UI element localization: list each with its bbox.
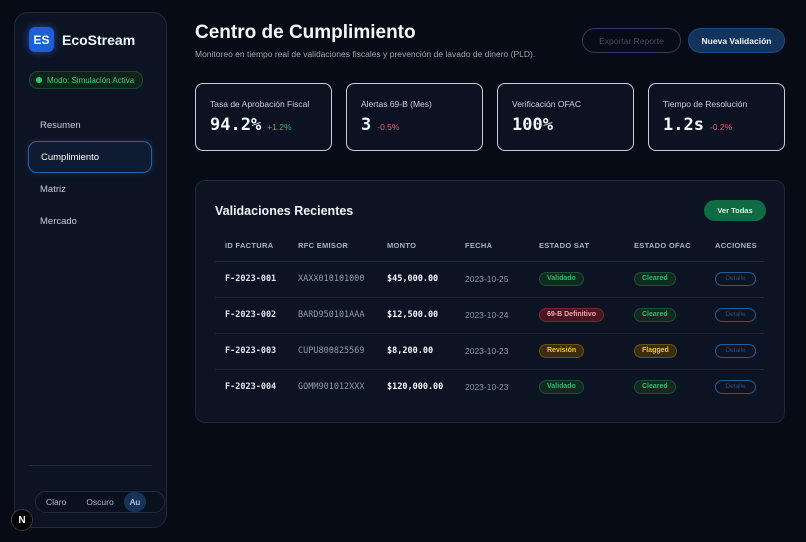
invoice-id: F-2023-001	[215, 261, 288, 298]
date: 2023-10-23	[465, 382, 509, 393]
sidebar-item-label: Mercado	[40, 215, 77, 227]
table-row[interactable]: F-2023-001 XAXX010101000 $45,000.00 2023-10…	[215, 261, 764, 298]
ofac-status-badge: Cleared	[634, 380, 676, 395]
kpi-value: 94.2%	[210, 115, 262, 135]
column-header: FECHA	[455, 231, 529, 262]
app-logo[interactable]: ES EcoStream	[29, 27, 135, 52]
theme-option-oscuro[interactable]: Oscuro	[86, 497, 114, 507]
sidebar: ES EcoStream Modo: Simulación Activa Res…	[14, 12, 167, 528]
sidebar-item-label: Resumen	[40, 119, 81, 131]
dev-tools-badge[interactable]: N	[11, 509, 33, 531]
kpi-value: 100%	[512, 115, 553, 135]
ofac-status-badge: Cleared	[634, 272, 676, 286]
sidebar-item-mercado[interactable]: Mercado	[28, 205, 152, 237]
amount: $45,000.00	[377, 261, 455, 298]
invoice-id: F-2023-004	[225, 382, 277, 393]
sat-status-badge: Validado	[539, 380, 584, 395]
table-row[interactable]: F-2023-002 BARD950101AAA $12,500.00 2023-10…	[215, 297, 764, 334]
status-dot-icon	[36, 77, 42, 83]
kpi-card-resolution-time: Tiempo de Resolución 1.2s -0.2%	[648, 83, 785, 151]
export-report-button[interactable]: Exportar Reporte	[582, 28, 681, 53]
amount: $8,200.00	[377, 333, 455, 370]
kpi-value: 1.2s	[663, 115, 704, 135]
detail-button[interactable]: Detalle	[715, 272, 756, 286]
detail-button[interactable]: Detalle	[715, 308, 756, 322]
column-header: ESTADO OFAC	[624, 231, 705, 262]
rfc-emisor: XAXX010101000	[288, 261, 377, 298]
table-row[interactable]: F-2023-003 CUPU800825569 $8,200.00 2023-10-…	[215, 333, 764, 370]
kpi-card-69b-alerts: Alertas 69-B (Mes) 3 -0.5%	[346, 83, 483, 151]
column-header: MONTO	[377, 231, 455, 262]
sat-status-badge: Validado	[539, 272, 584, 286]
rfc-emisor: BARD950101AAA	[288, 297, 377, 334]
kpi-card-approval-rate: Tasa de Aprobación Fiscal 94.2% +1.2%	[195, 83, 332, 151]
column-header: ID FACTURA	[215, 231, 288, 262]
rfc-emisor: GOMM901012XXX	[298, 382, 365, 393]
detail-button[interactable]: Detalle	[715, 380, 756, 395]
theme-option-claro[interactable]: Claro	[46, 497, 67, 507]
recent-validations-panel: Validaciones Recientes Ver Todas ID FACT…	[195, 180, 785, 423]
kpi-delta: -0.2%	[709, 122, 733, 132]
ofac-status-cell: Cleared	[624, 261, 705, 298]
actions-cell: Detalle	[705, 261, 764, 298]
sat-status-cell: Validado	[529, 261, 624, 298]
actions-cell: Detalle	[705, 297, 764, 334]
sat-status-cell: 69-B Definitivo	[529, 297, 624, 334]
amount: $12,500.00	[377, 297, 455, 334]
mode-label: Modo: Simulación Activa	[47, 75, 135, 85]
ofac-status-badge: Cleared	[634, 308, 676, 322]
kpi-label: Verificación OFAC	[512, 99, 581, 109]
sidebar-item-label: Matriz	[40, 183, 66, 195]
date: 2023-10-23	[455, 333, 529, 370]
kpi-delta: +1.2%	[267, 122, 292, 132]
date: 2023-10-25	[455, 261, 529, 298]
app-name: EcoStream	[62, 31, 136, 48]
ofac-status-cell: Cleared	[624, 297, 705, 334]
sidebar-divider	[29, 465, 152, 466]
date: 2023-10-24	[455, 297, 529, 334]
sidebar-item-matriz[interactable]: Matriz	[28, 173, 152, 205]
column-header: ESTADO SAT	[529, 231, 624, 262]
logo-badge: ES	[29, 27, 54, 52]
sidebar-item-resumen[interactable]: Resumen	[28, 109, 152, 141]
table-row[interactable]: F-2023-004 GOMM901012XXX $120,000.00 2023-1…	[215, 369, 764, 405]
invoice-id: F-2023-002	[215, 297, 288, 334]
sidebar-item-label: Cumplimiento	[41, 151, 100, 163]
actions-cell: Detalle	[705, 369, 764, 405]
kpi-delta: -0.5%	[377, 122, 400, 132]
column-header: ACCIONES	[705, 231, 764, 262]
column-header: RFC EMISOR	[288, 231, 377, 262]
sidebar-item-cumplimiento[interactable]: Cumplimiento	[28, 141, 152, 173]
sat-status-badge: 69-B Definitivo	[539, 308, 605, 322]
validations-table: ID FACTURA RFC EMISOR MONTO FECHA ESTADO…	[215, 231, 764, 405]
invoice-id: F-2023-003	[215, 333, 288, 370]
sat-status-badge: Revisión	[539, 344, 585, 358]
page-title: Centro de Cumplimiento	[195, 22, 416, 43]
theme-switcher: Claro Oscuro Au	[35, 491, 165, 513]
kpi-label: Tasa de Aprobación Fiscal	[210, 99, 310, 109]
sidebar-nav: Resumen Cumplimiento Matriz Mercado	[28, 109, 152, 237]
detail-button[interactable]: Detalle	[715, 344, 756, 358]
rfc-emisor: CUPU800825569	[288, 333, 377, 370]
theme-option-auto[interactable]: Au	[123, 492, 147, 512]
sat-status-cell: Validado	[529, 369, 624, 405]
amount: $120,000.00	[387, 382, 444, 393]
ofac-status-cell: Cleared	[624, 369, 705, 405]
simulation-mode-badge: Modo: Simulación Activa	[29, 71, 144, 89]
kpi-label: Tiempo de Resolución	[663, 99, 748, 109]
page-subtitle: Monitoreo en tiempo real de validaciones…	[195, 49, 536, 59]
view-all-button[interactable]: Ver Todas	[704, 200, 766, 221]
ofac-status-cell: Flagged	[624, 333, 705, 370]
table-header-row: ID FACTURA RFC EMISOR MONTO FECHA ESTADO…	[215, 231, 764, 262]
actions-cell: Detalle	[705, 333, 764, 370]
new-validation-button[interactable]: Nueva Validación	[688, 28, 785, 53]
panel-title: Validaciones Recientes	[215, 204, 354, 218]
ofac-status-badge: Flagged	[634, 344, 677, 358]
kpi-value: 3	[361, 115, 372, 135]
kpi-label: Alertas 69-B (Mes)	[361, 99, 432, 109]
sat-status-cell: Revisión	[529, 333, 624, 370]
kpi-card-ofac: Verificación OFAC 100%	[497, 83, 634, 151]
